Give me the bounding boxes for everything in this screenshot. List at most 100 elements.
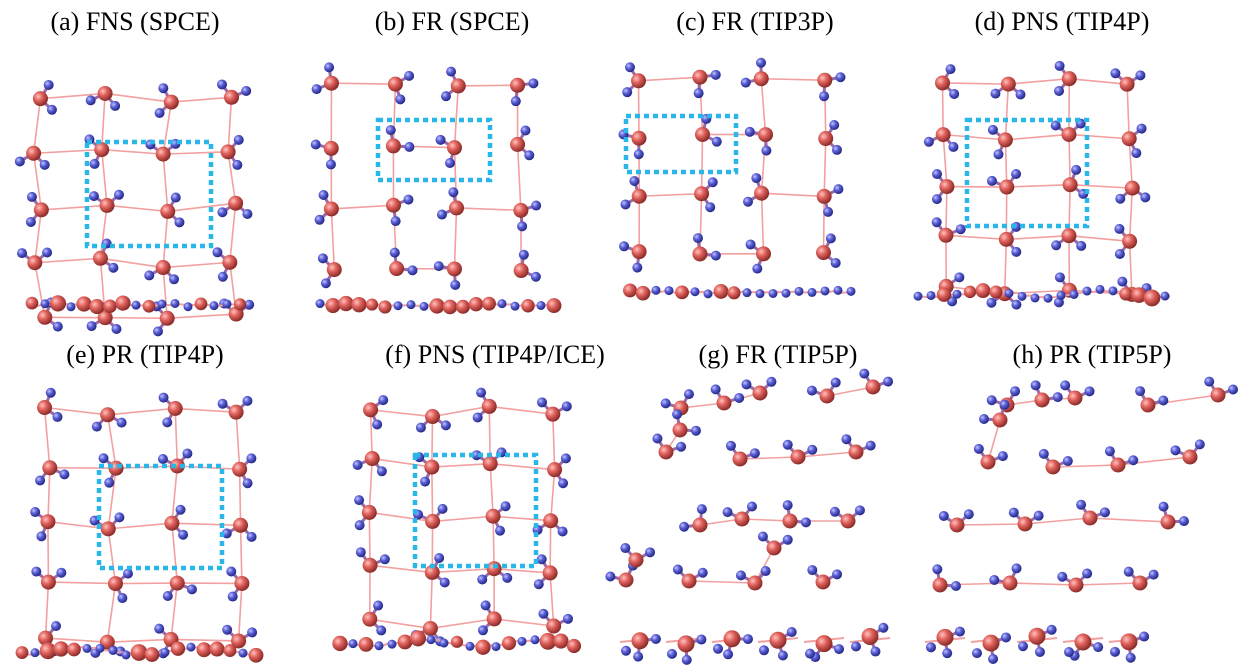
panel-label-f: (f) PNS (TIP4P/ICE) <box>385 340 605 369</box>
oxygen-atom <box>936 287 952 302</box>
hydrogen-atom <box>246 531 257 542</box>
hydrogen-bond <box>32 98 42 154</box>
hydrogen-atom <box>1140 192 1151 203</box>
panel-e-structure <box>15 387 264 663</box>
oxygen-atom <box>233 298 247 311</box>
hydrogen-atom <box>759 645 769 656</box>
panel-label-e: (e) PR (TIP4P) <box>66 340 223 369</box>
oxygen-atom <box>456 299 470 314</box>
hydrogen-atom <box>222 624 233 635</box>
hydrogen-atom <box>1011 563 1022 574</box>
panel-b-structure <box>310 62 562 315</box>
hydrogen-atom <box>786 627 797 638</box>
hydrogen-atom <box>1071 164 1082 175</box>
hydrogen-atom <box>846 286 856 296</box>
hydrogen-atom <box>221 528 232 539</box>
oxygen-atom <box>756 246 772 262</box>
hydrogen-atom <box>162 417 173 428</box>
hydrogen-bond <box>516 144 522 211</box>
oxygen-atom <box>209 641 225 657</box>
hydrogen-atom <box>752 263 763 274</box>
highlight-box <box>964 117 1090 229</box>
oxygen-atom <box>1017 516 1033 532</box>
oxygen-atom <box>196 642 212 658</box>
hydrogen-atom <box>517 221 528 232</box>
oxygen-atom <box>840 513 856 529</box>
hydrogen-bond <box>162 154 169 212</box>
hydrogen-atom <box>1017 291 1027 301</box>
hydrogen-atom <box>1099 507 1110 518</box>
hydrogen-atom <box>1093 642 1104 653</box>
hydrogen-atom <box>562 613 573 624</box>
panel-label-c: (c) FR (TIP3P) <box>676 7 833 36</box>
hydrogen-atom <box>98 453 109 464</box>
oxygen-atom <box>510 77 526 93</box>
oxygen-atom <box>442 299 458 315</box>
hydrogen-atom <box>1011 169 1022 180</box>
hydrogen-bond <box>549 572 555 627</box>
oxygen-atom <box>628 552 644 568</box>
oxygen-atom <box>231 633 247 649</box>
oxygen-atom <box>1120 633 1138 651</box>
oxygen-atom <box>169 458 185 474</box>
oxygen-atom <box>323 75 339 91</box>
hydrogen-bond <box>797 451 857 458</box>
hydrogen-bond <box>107 528 117 584</box>
hydrogen-atom <box>923 136 934 147</box>
hydrogen-bond <box>100 93 106 150</box>
hydrogen-atom <box>807 287 817 297</box>
hydrogen-atom <box>794 286 804 296</box>
hydrogen-atom <box>1194 439 1205 450</box>
hydrogen-bond <box>33 148 102 155</box>
hydrogen-atom <box>471 450 482 461</box>
hydrogen-atom <box>246 453 257 464</box>
hydrogen-atom <box>162 591 173 602</box>
hydrogen-atom <box>169 274 180 285</box>
hydrogen-atom <box>832 569 843 580</box>
hydrogen-bond <box>100 149 108 206</box>
oxygen-atom <box>425 513 441 529</box>
hydrogen-bond <box>489 463 494 517</box>
panel-d-structure <box>913 60 1171 310</box>
hydrogen-atom <box>1010 386 1021 397</box>
oxygen-atom <box>949 517 965 533</box>
hydrogen-atom <box>851 641 861 652</box>
hydrogen-atom <box>1064 647 1074 658</box>
hydrogen-atom <box>157 453 168 464</box>
oxygen-atom <box>103 299 117 314</box>
hydrogen-atom <box>433 261 444 272</box>
hydrogen-atom <box>878 622 889 633</box>
hydrogen-atom <box>517 636 527 646</box>
hydrogen-atom <box>217 271 228 282</box>
hydrogen-atom <box>216 79 227 90</box>
oxygen-atom <box>159 310 175 326</box>
oxygen-atom <box>939 179 955 195</box>
oxygen-atom <box>27 255 43 271</box>
oxygen-atom <box>501 636 517 651</box>
hydrogen-atom <box>45 387 56 398</box>
oxygen-atom <box>42 460 58 476</box>
hydrogen-atom <box>217 398 228 409</box>
hydrogen-atom <box>403 194 414 205</box>
hydrogen-atom <box>742 634 753 645</box>
hydrogen-bond <box>456 207 521 212</box>
oxygen-atom <box>1143 289 1161 307</box>
hydrogen-atom <box>1057 571 1068 582</box>
hydrogen-atom <box>741 379 752 390</box>
oxygen-atom <box>475 639 491 655</box>
hydrogen-bond <box>823 138 827 197</box>
oxygen-atom <box>935 75 951 91</box>
hydrogen-bond <box>760 78 767 135</box>
oxygen-atom <box>361 504 377 520</box>
hydrogen-atom <box>1110 68 1121 79</box>
hydrogen-bond <box>330 208 336 270</box>
hydrogen-atom <box>1136 123 1147 134</box>
hydrogen-atom <box>1139 631 1150 642</box>
hydrogen-atom <box>186 642 196 652</box>
hydrogen-bond <box>105 92 172 103</box>
oxygen-atom <box>163 94 179 110</box>
panel-label-d: (d) PNS (TIP4P) <box>975 7 1150 36</box>
hydrogen-bond <box>432 515 494 523</box>
side-view-bond <box>629 290 853 294</box>
hydrogen-atom <box>825 233 836 244</box>
